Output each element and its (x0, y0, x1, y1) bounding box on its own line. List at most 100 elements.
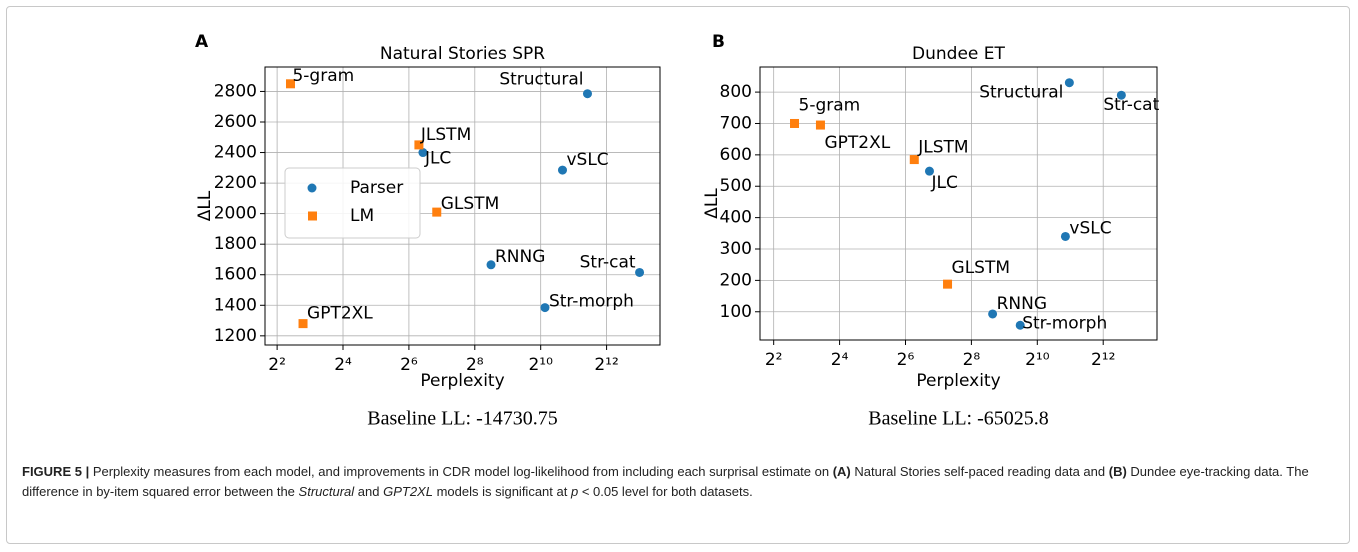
point-label: RNNG (997, 294, 1047, 314)
point-label: Str-morph (1022, 313, 1107, 333)
x-tick-label: 2⁴ (334, 355, 352, 375)
x-tick-label: 2¹⁰ (1025, 350, 1050, 370)
x-tick-label: 2⁸ (963, 350, 981, 370)
x-tick-label: 2¹⁰ (528, 355, 553, 375)
x-axis-label: Perplexity (916, 371, 1000, 391)
point (582, 89, 592, 99)
x-axis-label: Perplexity (420, 371, 504, 391)
y-tick-label: 800 (720, 82, 752, 102)
point (909, 155, 919, 165)
point-label: JLC (930, 173, 957, 193)
point (414, 140, 424, 150)
point (1060, 231, 1070, 241)
y-tick-label: 500 (720, 176, 752, 196)
y-tick-label: 1200 (214, 326, 257, 346)
point-label: GLSTM (441, 194, 500, 214)
caption-text: p (570, 484, 579, 499)
caption-text: (A) (832, 464, 851, 479)
legend-box (284, 167, 421, 239)
panel-letter: A (195, 32, 209, 52)
y-tick-label: 200 (720, 270, 752, 290)
y-tick-label: 100 (720, 302, 752, 322)
y-tick-label: 300 (720, 239, 752, 259)
point (924, 166, 934, 176)
y-tick-label: 700 (720, 113, 752, 133)
point-label: JLC (424, 149, 451, 169)
point-label: Str-cat (580, 252, 636, 272)
baseline-note: Baseline LL: -65025.8 (868, 408, 1049, 430)
point-label: GLSTM (952, 258, 1011, 278)
point (557, 165, 567, 175)
chart-title: Dundee ET (912, 44, 1005, 64)
point (486, 260, 496, 270)
caption-text: (B) (1108, 464, 1127, 479)
point-label: Str-cat (1103, 95, 1159, 115)
x-tick-label: 2² (268, 355, 286, 375)
caption-text: Natural Stories self-paced reading data … (850, 464, 1109, 479)
x-tick-label: 2⁶ (400, 355, 418, 375)
point-label: GPT2XL (824, 133, 890, 153)
caption-text: Dundee eye-tracking data. The difference… (22, 464, 1309, 499)
caption-text: Structural (298, 484, 355, 499)
panel-letter: B (712, 32, 725, 52)
y-tick-label: 2200 (214, 173, 257, 193)
y-tick-label: 1800 (214, 234, 257, 254)
point (988, 309, 998, 319)
y-tick-label: 2600 (214, 112, 257, 132)
point-label: JLSTM (917, 138, 968, 158)
point (943, 279, 953, 289)
point (815, 120, 825, 130)
point (418, 148, 428, 158)
caption-label: FIGURE 5 | (22, 464, 90, 479)
point (790, 118, 800, 128)
point-label: 5-gram (292, 66, 354, 86)
caption-text: < 0.05 level for both datasets. (578, 484, 753, 499)
point-label: Structural (499, 70, 583, 90)
y-tick-label: 2000 (214, 204, 257, 224)
y-tick-label: 2800 (214, 81, 257, 101)
point-label: GPT2XL (307, 304, 373, 324)
x-tick-label: 2⁶ (897, 350, 915, 370)
point-label: Str-morph (549, 292, 634, 312)
point-label: vSLC (566, 150, 608, 170)
legend-label: Parser (350, 178, 403, 198)
point (285, 79, 295, 89)
figure-frame (6, 6, 1350, 544)
y-tick-label: 400 (720, 208, 752, 228)
y-tick-label: 1600 (214, 265, 257, 285)
y-tick-label: 600 (720, 145, 752, 165)
point-label: Structural (979, 83, 1063, 103)
caption: FIGURE 5 | Perplexity measures from each… (22, 462, 1342, 502)
baseline-note: Baseline LL: -14730.75 (367, 408, 558, 430)
point-label: vSLC (1069, 218, 1111, 238)
point (1064, 78, 1074, 88)
point-label: RNNG (495, 247, 545, 267)
x-tick-label: 2¹² (594, 355, 618, 375)
x-tick-label: 2⁴ (831, 350, 849, 370)
point (1015, 320, 1025, 330)
x-tick-label: 2⁸ (466, 355, 484, 375)
plot-frame (264, 66, 661, 346)
point-label: JLSTM (420, 125, 471, 145)
legend-marker (307, 183, 317, 193)
charts: A Natural Stories SPR Perplexity ΔLL Baselin… (195, 32, 1160, 430)
point (298, 319, 308, 329)
x-tick-label: 2¹² (1091, 350, 1115, 370)
legend-label: LM (350, 206, 374, 226)
point (635, 267, 645, 277)
legend-marker (308, 211, 317, 221)
caption-text: Perplexity measures from each model, and… (89, 464, 833, 479)
point (432, 207, 442, 217)
caption-text: and (354, 484, 384, 499)
y-tick-label: 2400 (214, 143, 257, 163)
point-label: 5-gram (799, 95, 861, 115)
chart-title: Natural Stories SPR (380, 44, 545, 64)
x-tick-label: 2² (765, 350, 783, 370)
point (540, 303, 550, 313)
caption-text: GPT2XL (383, 484, 433, 499)
plot-frame (759, 66, 1158, 341)
y-axis-label: ΔLL (702, 188, 722, 219)
point (1116, 90, 1126, 100)
y-axis-label: ΔLL (195, 190, 215, 221)
